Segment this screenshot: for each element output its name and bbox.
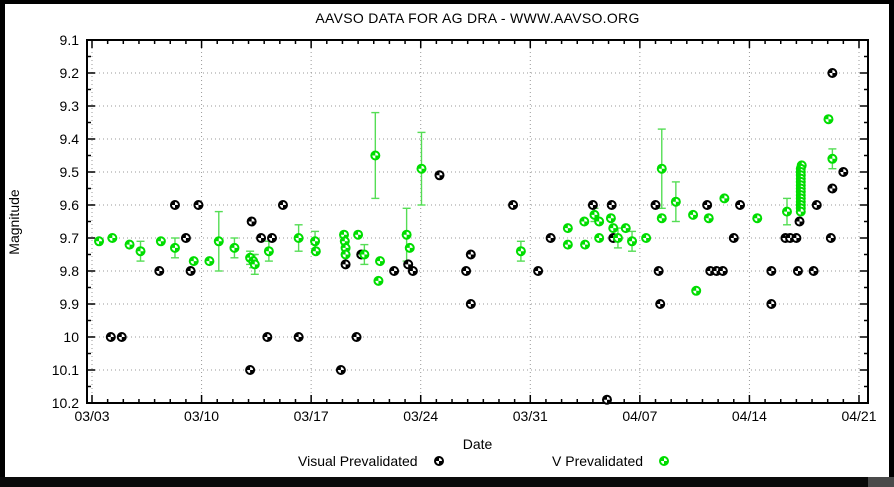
y-tick-labels: 9.1 9.2 9.3 9.4 9.5 9.6 9.7 9.8 9.9 10 10.1 10.2: [52, 32, 79, 411]
visual-marker-icon: [433, 455, 444, 467]
chart-title: AAVSO DATA FOR AG DRA - WWW.AAVSO.ORG: [315, 10, 640, 26]
frame-right-strip: [889, 0, 894, 477]
gridlines: [87, 40, 868, 403]
series-visual-prevalidated: [105, 67, 849, 405]
y-tick-label: 9.6: [60, 197, 80, 213]
x-tick-label: 03/03: [74, 408, 109, 424]
legend-v-prevalidated: V Prevalidated: [552, 451, 671, 471]
plot-border: [86, 39, 869, 404]
x-tick-label: 03/17: [294, 408, 329, 424]
legend-v-label: V Prevalidated: [552, 453, 644, 469]
x-tick-label: 04/07: [622, 408, 657, 424]
y-tick-label: 9.1: [60, 32, 80, 48]
x-tick-label: 03/31: [513, 408, 548, 424]
x-tick-labels: 03/03 03/10 03/17 03/24 03/31 04/07 04/14 04/21: [74, 408, 876, 424]
frame-top-strip: [0, 0, 894, 4]
y-tick-label: 9.4: [60, 131, 80, 147]
x-tick-label: 03/24: [403, 408, 438, 424]
y-tick-label: 9.9: [60, 296, 80, 312]
x-tick-label: 04/14: [732, 408, 767, 424]
y-tick-label: 9.8: [60, 263, 80, 279]
axis-ticks: [87, 39, 868, 404]
y-tick-label: 9.3: [60, 98, 80, 114]
frame-bottom-bar-corner: [868, 477, 894, 487]
y-tick-label: 10: [63, 329, 79, 345]
y-tick-label: 9.7: [60, 230, 80, 246]
x-axis-label: Date: [462, 436, 493, 452]
frame-left-strip: [0, 0, 5, 477]
frame-bottom-bar: [0, 477, 894, 487]
y-tick-label: 10.2: [52, 395, 79, 411]
x-tick-label: 03/10: [184, 408, 219, 424]
y-tick-label: 9.2: [60, 65, 80, 81]
y-tick-label: 10.1: [52, 362, 79, 378]
y-axis-label: Magnitude: [6, 189, 22, 255]
legend-visual-prevalidated: Visual Prevalidated: [298, 451, 446, 471]
legend-visual-label: Visual Prevalidated: [298, 453, 418, 469]
series-v-prevalidated: [94, 114, 838, 296]
x-tick-label: 04/21: [841, 408, 876, 424]
y-tick-label: 9.5: [60, 164, 80, 180]
v-marker-icon: [659, 455, 670, 467]
error-bars: [136, 111, 837, 275]
